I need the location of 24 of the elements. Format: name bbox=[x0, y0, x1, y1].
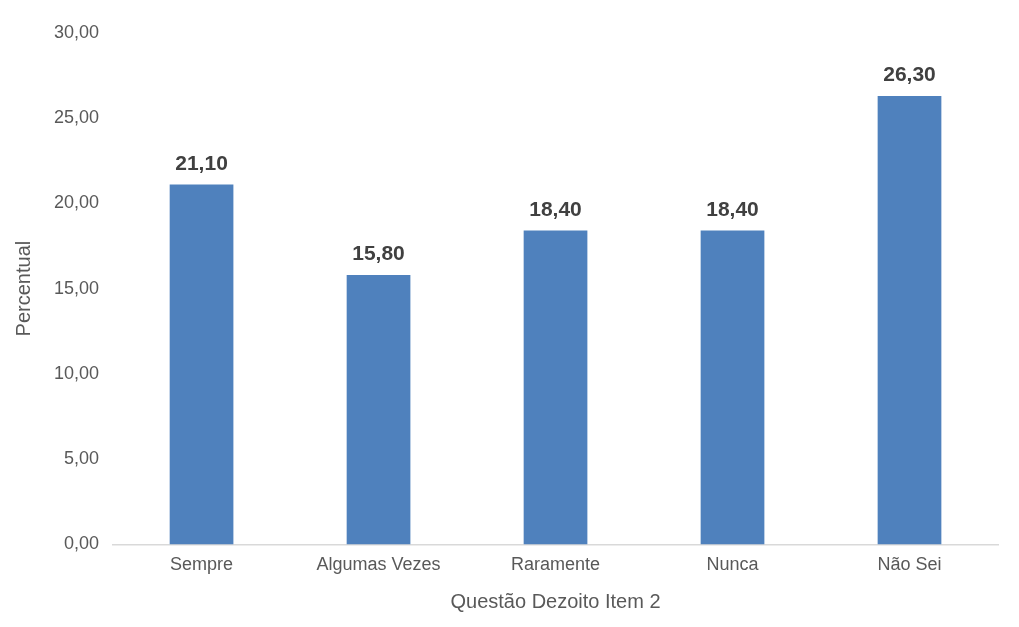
y-tick-label: 30,00 bbox=[54, 21, 100, 42]
bar bbox=[346, 274, 411, 545]
x-tick-label: Raramente bbox=[511, 554, 601, 575]
bar bbox=[169, 184, 234, 545]
x-tick-label: Sempre bbox=[170, 554, 234, 575]
y-tick-label: 25,00 bbox=[54, 107, 100, 128]
x-axis-title: Questão Dezoito Item 2 bbox=[450, 589, 661, 612]
bar bbox=[700, 230, 765, 545]
y-axis-title: Percentual bbox=[11, 240, 34, 337]
x-tick-label: Nunca bbox=[706, 554, 760, 575]
y-tick-label: 10,00 bbox=[54, 362, 100, 383]
y-tick-label: 15,00 bbox=[54, 277, 100, 298]
bar bbox=[877, 95, 942, 545]
y-tick-label: 0,00 bbox=[64, 533, 100, 554]
data-label: 21,10 bbox=[175, 150, 228, 174]
data-label: 18,40 bbox=[706, 196, 759, 220]
y-tick-label: 20,00 bbox=[54, 192, 100, 213]
y-tick-label: 5,00 bbox=[64, 448, 100, 469]
data-label: 15,80 bbox=[352, 241, 405, 265]
data-label: 18,40 bbox=[529, 196, 582, 220]
x-tick-label: Não Sei bbox=[877, 554, 942, 575]
x-tick-label: Algumas Vezes bbox=[316, 554, 441, 575]
data-label: 26,30 bbox=[883, 62, 936, 86]
bar bbox=[523, 230, 588, 545]
